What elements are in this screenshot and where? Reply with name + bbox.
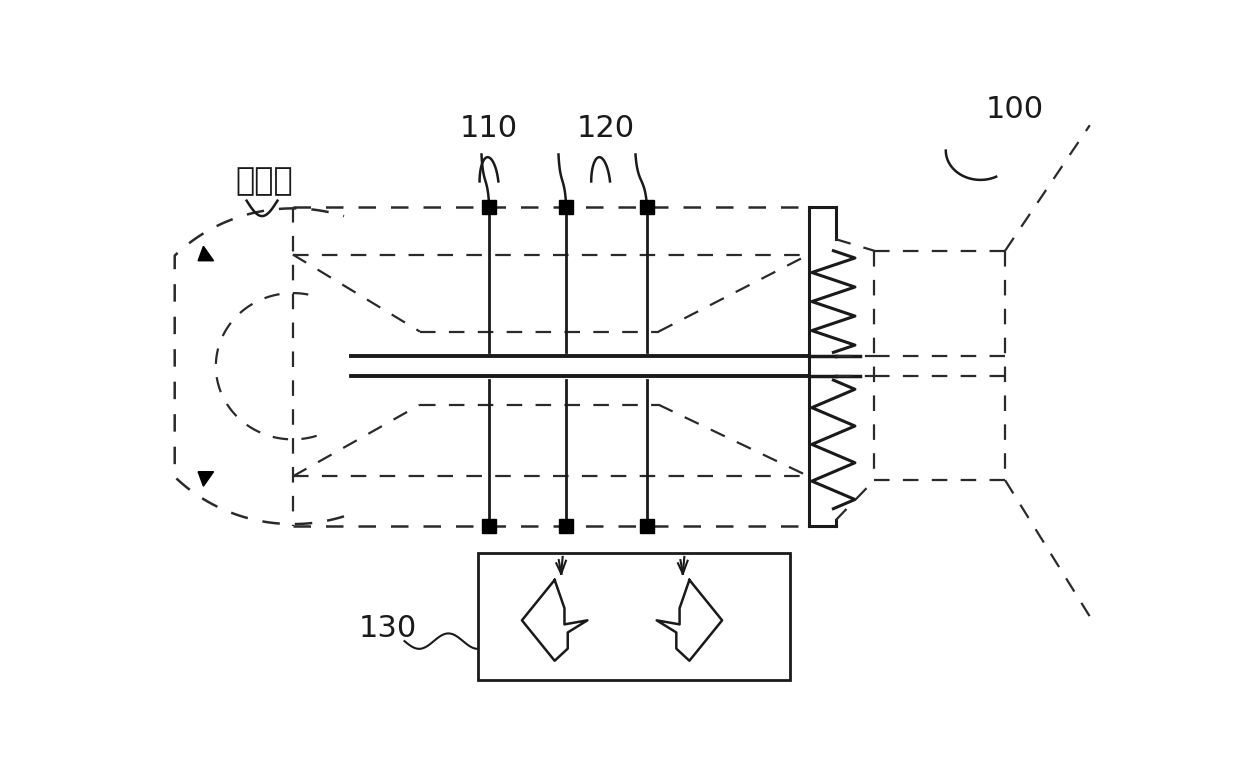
Text: 100: 100 [986,94,1044,124]
Bar [477,553,790,680]
Polygon shape [198,471,213,486]
Text: 130: 130 [358,615,417,643]
Text: 120: 120 [577,114,635,142]
Polygon shape [657,580,722,661]
Polygon shape [522,580,588,661]
Polygon shape [198,246,213,261]
Text: 压气机: 压气机 [236,166,293,197]
Text: 110: 110 [460,114,518,142]
